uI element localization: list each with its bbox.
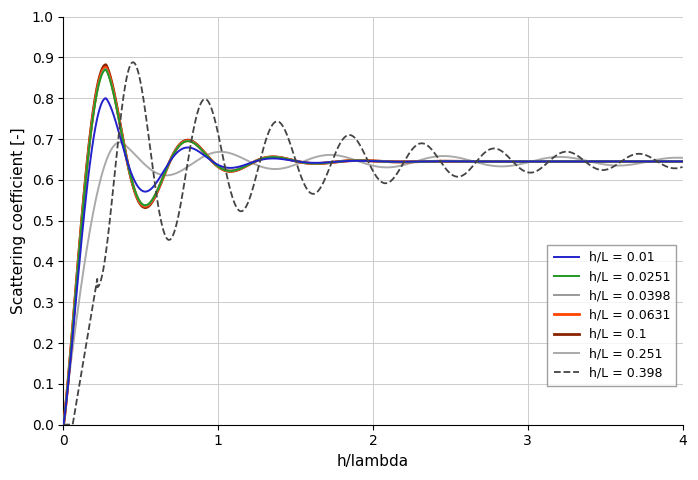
h/L = 0.398 xyxy=(59,422,68,428)
h/L = 0.251 xyxy=(324,152,332,158)
h/L = 0.01 xyxy=(102,96,110,101)
h/L = 0.0251 xyxy=(167,156,175,162)
h/L = 0.0398 xyxy=(678,158,687,164)
h/L = 0.0631 xyxy=(297,159,305,165)
Y-axis label: Scattering coefficient [-]: Scattering coefficient [-] xyxy=(11,127,26,314)
h/L = 0.398 xyxy=(600,167,608,173)
h/L = 0.251 xyxy=(667,155,675,161)
h/L = 0.1 xyxy=(130,187,138,193)
h/L = 0.251 xyxy=(116,139,124,145)
h/L = 0.01 xyxy=(59,422,68,428)
Line: h/L = 0.0631: h/L = 0.0631 xyxy=(64,67,683,425)
h/L = 0.251 xyxy=(59,420,68,425)
X-axis label: h/lambda: h/lambda xyxy=(337,454,409,469)
Line: h/L = 0.01: h/L = 0.01 xyxy=(64,98,683,425)
h/L = 0.1 xyxy=(678,158,687,164)
h/L = 0.1 xyxy=(297,159,305,165)
h/L = 0.01 xyxy=(678,158,687,164)
h/L = 0.0631 xyxy=(167,156,175,162)
h/L = 0.0398 xyxy=(600,158,608,164)
h/L = 0.1 xyxy=(600,158,608,164)
h/L = 0.0631 xyxy=(678,158,687,164)
h/L = 0.0631 xyxy=(102,64,110,70)
h/L = 0.01 xyxy=(167,157,175,163)
h/L = 0.0631 xyxy=(130,186,138,192)
h/L = 0.251 xyxy=(167,172,175,178)
h/L = 0.1 xyxy=(59,422,68,428)
Legend: h/L = 0.01, h/L = 0.0251, h/L = 0.0398, h/L = 0.0631, h/L = 0.1, h/L = 0.251, h/: h/L = 0.01, h/L = 0.0251, h/L = 0.0398, … xyxy=(547,245,676,386)
h/L = 0.1 xyxy=(102,62,110,68)
h/L = 0.0631 xyxy=(667,158,675,164)
h/L = 0.0398 xyxy=(59,422,68,428)
h/L = 0.1 xyxy=(167,156,175,162)
Line: h/L = 0.251: h/L = 0.251 xyxy=(64,142,683,422)
h/L = 0.398 xyxy=(130,60,138,66)
Line: h/L = 0.398: h/L = 0.398 xyxy=(64,62,683,425)
h/L = 0.251 xyxy=(600,161,608,167)
h/L = 0.01 xyxy=(324,159,332,165)
h/L = 0.0631 xyxy=(324,160,332,166)
h/L = 0.398 xyxy=(667,165,675,171)
h/L = 0.01 xyxy=(297,159,305,165)
h/L = 0.251 xyxy=(297,159,305,165)
Line: h/L = 0.1: h/L = 0.1 xyxy=(64,65,683,425)
h/L = 0.398 xyxy=(324,169,332,175)
h/L = 0.398 xyxy=(678,164,687,170)
h/L = 0.0398 xyxy=(667,158,675,164)
h/L = 0.01 xyxy=(130,177,138,183)
h/L = 0.0398 xyxy=(324,160,332,166)
h/L = 0.01 xyxy=(600,158,608,164)
h/L = 0.0398 xyxy=(167,156,175,162)
Line: h/L = 0.0251: h/L = 0.0251 xyxy=(64,70,683,425)
Line: h/L = 0.0398: h/L = 0.0398 xyxy=(64,69,683,425)
h/L = 0.251 xyxy=(678,155,687,161)
h/L = 0.398 xyxy=(167,236,175,242)
h/L = 0.0251 xyxy=(324,160,332,166)
h/L = 0.0631 xyxy=(600,158,608,164)
h/L = 0.0251 xyxy=(667,158,675,164)
h/L = 0.1 xyxy=(667,158,675,164)
h/L = 0.0251 xyxy=(297,159,305,165)
h/L = 0.0398 xyxy=(102,66,110,72)
h/L = 0.0631 xyxy=(59,422,68,428)
h/L = 0.1 xyxy=(324,160,332,166)
h/L = 0.251 xyxy=(130,151,138,156)
h/L = 0.0251 xyxy=(678,158,687,164)
h/L = 0.0251 xyxy=(59,422,68,428)
h/L = 0.0251 xyxy=(130,186,138,192)
h/L = 0.0398 xyxy=(297,159,305,165)
h/L = 0.0398 xyxy=(130,186,138,192)
h/L = 0.398 xyxy=(297,173,305,179)
h/L = 0.0251 xyxy=(600,158,608,164)
h/L = 0.398 xyxy=(128,60,137,65)
h/L = 0.01 xyxy=(667,158,675,164)
h/L = 0.0251 xyxy=(102,67,110,72)
